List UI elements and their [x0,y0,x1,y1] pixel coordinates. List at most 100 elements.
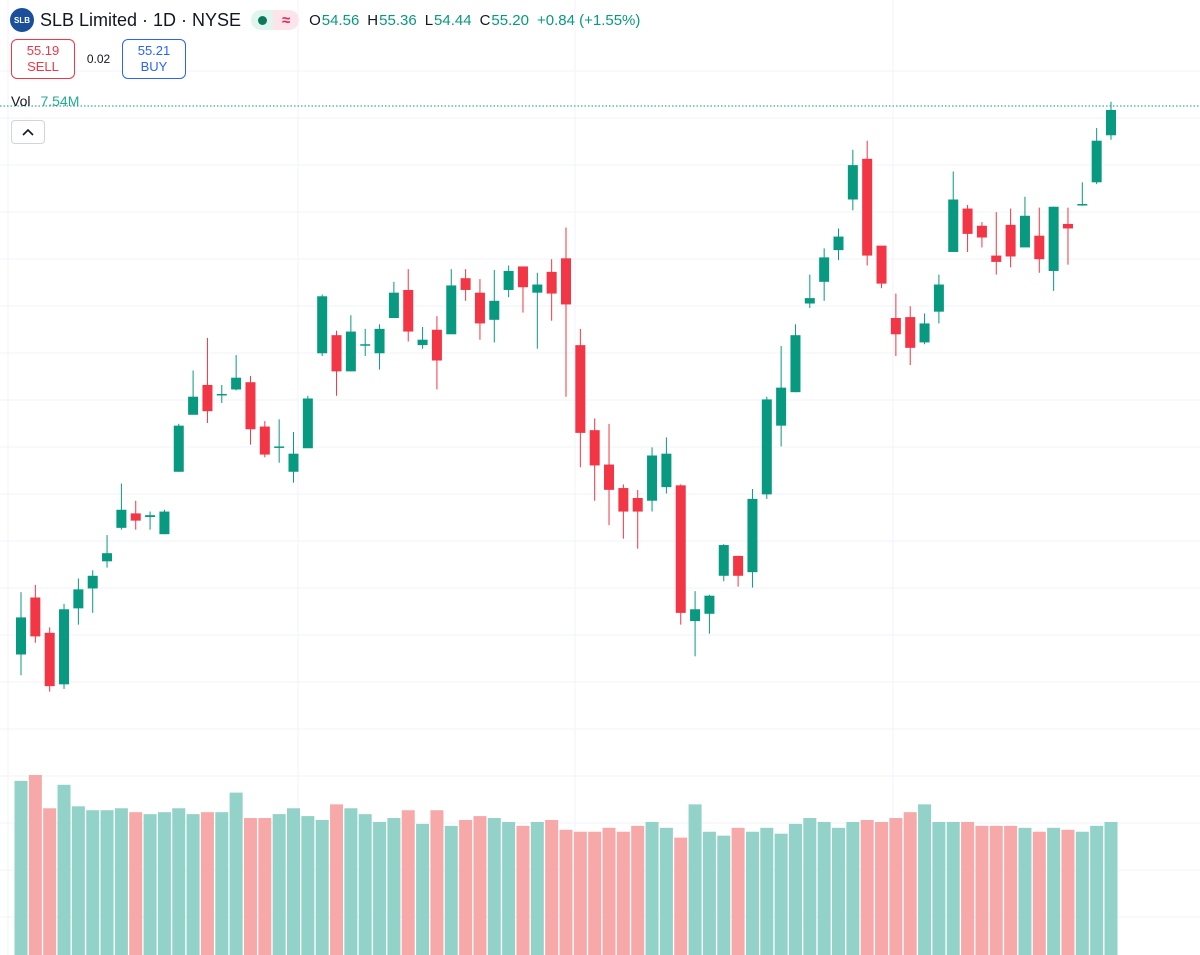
volume-bar [631,825,645,955]
volume-bar [1090,825,1104,955]
volume-bar [129,812,143,955]
volume-bar [860,820,874,955]
volume-bar [674,837,688,955]
candle-body [30,597,41,637]
volume-bar [43,808,57,955]
volume-bar [573,831,587,955]
ohlc-open: O54.56 [309,11,360,29]
candle-body [575,345,586,433]
collapse-legend-button[interactable] [11,120,45,144]
buy-button[interactable]: 55.21 BUY [122,39,186,79]
volume-bar [760,827,774,955]
volume-bar [172,808,186,955]
candle-body [761,399,772,495]
spread-value: 0.02 [86,52,111,66]
high-value: 55.36 [379,11,417,29]
volume-bars [14,775,1118,955]
volume-bar [200,812,214,955]
candle-body [231,377,242,390]
volume-bar [416,823,430,955]
candle-body [919,323,930,343]
candle-body [431,329,442,361]
open-value: 54.56 [321,11,360,29]
candle-body [374,328,385,354]
volume-bar [330,804,344,955]
candle-body [933,284,944,312]
volume-bar [616,831,630,955]
candle-body [345,331,356,372]
candle-body [460,278,471,290]
volume-bar [86,810,100,955]
volume-bar [1004,825,1018,955]
candle-body [776,387,787,426]
candle-body [905,317,916,348]
volume-bar [903,812,917,955]
candle-body [16,617,26,655]
candle-body [159,511,170,535]
volume-bar [559,829,573,955]
volume-bar [1047,827,1061,955]
ohlc-low: L54.44 [424,11,472,29]
market-status[interactable]: ≈ [251,10,300,30]
candle-body [819,257,830,282]
volume-bar [803,818,817,955]
candle-body [704,595,715,614]
candle-body [804,298,815,304]
candle-body [331,335,342,372]
slb-logo: SLB [10,8,34,32]
candle-body [59,609,70,685]
candle-body [1106,109,1116,136]
volume-bar [344,808,358,955]
candle-body [991,255,1002,262]
candle-body [561,258,571,305]
candle-body [73,589,84,609]
volume-bar [530,821,544,955]
volume-bar [918,804,932,955]
volume-bar [157,812,171,955]
volume-bar [487,818,501,955]
volume-bar [545,820,559,955]
volume-bar [1104,821,1118,955]
candle-body [317,296,328,354]
market-open-dot-icon [251,10,274,30]
volume-bar [444,825,458,955]
volume-bar [889,818,903,955]
volume-bar [1061,829,1075,955]
candle-body [44,632,55,687]
candle-body [690,609,701,622]
candle-body [647,455,658,501]
ohlc-close: C55.20 [479,11,529,29]
candle-body [302,398,313,449]
volume-bar [14,780,28,955]
candle-body [87,575,98,589]
volume-bar [989,825,1003,955]
candle-body [733,555,744,576]
sell-price: 55.19 [26,43,60,58]
volume-bar [287,808,300,955]
low-value: 54.44 [434,11,472,29]
candle-body [259,426,270,455]
sell-button[interactable]: 55.19 SELL [11,39,75,79]
volume-bar [502,821,516,955]
candle-body [188,396,199,415]
buy-label: BUY [140,59,168,74]
volume-bar [473,816,487,955]
candle-body [604,464,615,490]
candle-body [216,393,227,396]
symbol-title[interactable]: SLB Limited · 1D · NYSE [40,9,242,30]
candle-body [145,515,156,517]
volume-bar [272,814,286,955]
close-value: 55.20 [491,11,529,29]
chevron-up-icon [22,128,34,136]
volume-bar [975,825,989,955]
volume-bar [516,825,530,955]
volume-bar [788,823,802,955]
volume-bar [373,821,387,955]
candle-body [446,285,457,335]
volume-bar [1018,827,1032,955]
volume-bar [459,820,473,955]
volume-legend: Vol 7.54M [11,93,79,109]
candle-body [202,384,213,412]
candle-body [862,158,873,256]
